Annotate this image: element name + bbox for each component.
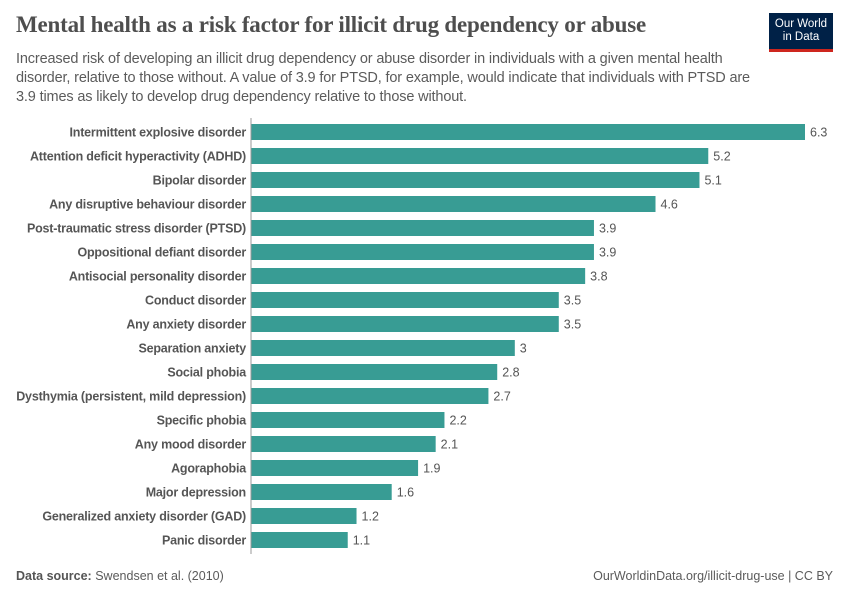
category-label: Oppositional defiant disorder: [77, 246, 246, 260]
bar[interactable]: [251, 268, 586, 284]
value-label: 1.1: [353, 534, 370, 548]
value-label: 3.9: [599, 222, 616, 236]
url-license[interactable]: OurWorldinData.org/illicit-drug-use | CC…: [593, 569, 833, 583]
category-label: Post-traumatic stress disorder (PTSD): [27, 222, 246, 236]
value-label: 3.9: [599, 246, 616, 260]
bar[interactable]: [251, 436, 436, 452]
category-label: Antisocial personality disorder: [69, 270, 247, 284]
data-source: Data source: Swendsen et al. (2010): [16, 569, 224, 583]
bar[interactable]: [251, 532, 348, 548]
value-label: 4.6: [661, 198, 678, 212]
value-label: 1.9: [423, 462, 440, 476]
bar[interactable]: [251, 196, 656, 212]
category-label: Social phobia: [167, 366, 247, 380]
bar[interactable]: [251, 220, 594, 236]
value-label: 1.2: [362, 510, 379, 524]
category-label: Specific phobia: [157, 414, 248, 428]
value-label: 2.2: [449, 414, 466, 428]
category-label: Generalized anxiety disorder (GAD): [42, 510, 246, 524]
value-label: 1.6: [397, 486, 414, 500]
category-label: Major depression: [146, 486, 246, 500]
value-label: 6.3: [810, 126, 827, 140]
source-text: Swendsen et al. (2010): [95, 569, 224, 583]
category-label: Panic disorder: [162, 534, 246, 548]
value-label: 3: [520, 342, 527, 356]
bar[interactable]: [251, 484, 392, 500]
category-label: Agoraphobia: [171, 462, 247, 476]
owid-logo[interactable]: Our World in Data: [769, 13, 833, 52]
chart-subtitle: Increased risk of developing an illicit …: [16, 51, 750, 105]
category-label: Separation anxiety: [138, 342, 246, 356]
value-label: 2.1: [441, 438, 458, 452]
source-label: Data source:: [16, 569, 92, 583]
value-label: 2.7: [493, 390, 510, 404]
category-label: Any disruptive behaviour disorder: [49, 198, 246, 212]
value-label: 5.1: [704, 174, 721, 188]
bar[interactable]: [251, 148, 709, 164]
category-label: Intermittent explosive disorder: [70, 126, 247, 140]
bar[interactable]: [251, 388, 489, 404]
bar[interactable]: [251, 340, 515, 356]
bar[interactable]: [251, 124, 805, 140]
bar[interactable]: [251, 172, 700, 188]
value-label: 3.5: [564, 318, 581, 332]
bar[interactable]: [251, 364, 498, 380]
bar[interactable]: [251, 316, 559, 332]
category-label: Any anxiety disorder: [126, 318, 246, 332]
logo-line2: in Data: [782, 31, 820, 43]
category-label: Attention deficit hyperactivity (ADHD): [30, 150, 246, 164]
bar[interactable]: [251, 292, 559, 308]
bar[interactable]: [251, 412, 445, 428]
value-label: 5.2: [713, 150, 730, 164]
value-label: 3.8: [590, 270, 607, 284]
bar[interactable]: [251, 460, 419, 476]
bar[interactable]: [251, 244, 594, 260]
chart-title: Mental health as a risk factor for illic…: [16, 12, 646, 37]
logo-line1: Our World: [774, 18, 828, 30]
value-label: 2.8: [502, 366, 519, 380]
value-label: 3.5: [564, 294, 581, 308]
category-label: Any mood disorder: [135, 438, 247, 452]
bar[interactable]: [251, 508, 357, 524]
category-label: Conduct disorder: [145, 294, 246, 308]
category-label: Dysthymia (persistent, mild depression): [16, 390, 246, 404]
category-label: Bipolar disorder: [153, 174, 247, 188]
